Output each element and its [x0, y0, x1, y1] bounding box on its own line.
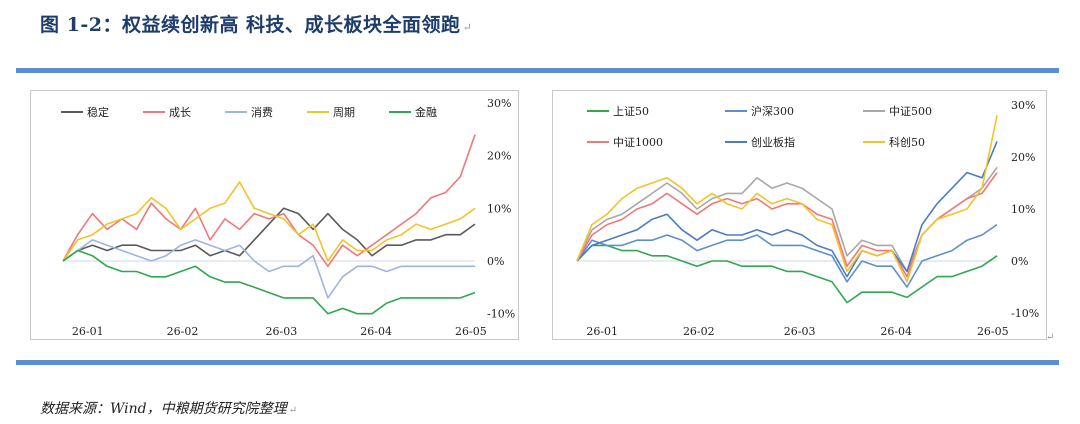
legend-label: 创业板指 — [751, 135, 795, 149]
series-line-3 — [62, 239, 475, 299]
y-tick-label: -10% — [1011, 307, 1039, 320]
series-line-1 — [62, 207, 476, 262]
x-tick-label: 26-04 — [880, 325, 912, 338]
paragraph-mark: ↵ — [1046, 332, 1055, 343]
legend-label: 周期 — [333, 106, 355, 119]
series-line-3 — [576, 166, 998, 273]
paragraph-mark: ↵ — [462, 21, 473, 34]
y-tick-label: -10% — [487, 308, 515, 321]
y-tick-label: 30% — [487, 97, 511, 110]
chart-panel-left: 30% 20% 10% 0% -10% 26-01 26-02 26-03 26-04 26-05… — [30, 90, 519, 340]
x-tick-label: 26-02 — [683, 325, 715, 338]
data-source-note: 数据来源：Wind，中粮期货研究院整理 ↵ — [40, 401, 297, 417]
x-tick-label: 26-03 — [784, 325, 816, 338]
y-tick-label: 0% — [1011, 255, 1028, 268]
series-line-1 — [576, 244, 998, 304]
series-line-4 — [62, 181, 476, 262]
x-tick-label: 26-05 — [455, 325, 487, 338]
series-line-2 — [62, 134, 476, 268]
x-tick-label: 26-05 — [977, 325, 1009, 338]
legend-label: 消费 — [251, 105, 273, 119]
chart-panel-right: 30% 20% 10% 0% -10% 26-01 26-02 26-03 26-04 26-05… — [552, 90, 1047, 340]
x-tick-label: 26-04 — [360, 325, 392, 338]
legend-label: 沪深300 — [751, 104, 794, 118]
legend-label: 稳定 — [87, 105, 109, 119]
legend-label: 上证50 — [613, 105, 649, 118]
y-tick-label: 20% — [487, 150, 511, 163]
y-tick-label: 0% — [487, 255, 504, 268]
figure-title: 图 1-2：权益续创新高 科技、成长板块全面领跑 ↵ — [40, 14, 473, 36]
legend-label: 金融 — [415, 105, 437, 119]
x-tick-label: 26-03 — [266, 325, 298, 338]
series-line-5 — [576, 141, 998, 278]
y-tick-label: 10% — [487, 202, 511, 215]
chart-right-svg: 30% 20% 10% 0% -10% 26-01 26-02 26-03 26-04 26-05… — [576, 99, 1039, 338]
legend-label: 成长 — [169, 106, 191, 119]
legend-label: 科创50 — [889, 135, 925, 149]
series-line-6 — [576, 115, 998, 283]
y-tick-label: 20% — [1011, 151, 1035, 164]
chart-left-svg: 30% 20% 10% 0% -10% 26-01 26-02 26-03 26-04 26-05… — [61, 97, 515, 338]
legend-label: 中证500 — [889, 105, 932, 118]
top-divider-bar — [16, 68, 1059, 73]
bottom-divider-bar — [16, 360, 1059, 365]
series-line-2 — [576, 223, 998, 288]
y-tick-label: 30% — [1011, 99, 1035, 112]
x-tick-label: 26-01 — [586, 325, 618, 338]
series-line-5 — [62, 249, 476, 315]
x-tick-label: 26-01 — [72, 325, 104, 338]
x-tick-label: 26-02 — [167, 325, 199, 338]
paragraph-mark: ↵ — [288, 405, 297, 416]
y-tick-label: 10% — [1011, 203, 1035, 216]
legend-label: 中证1000 — [613, 136, 663, 149]
